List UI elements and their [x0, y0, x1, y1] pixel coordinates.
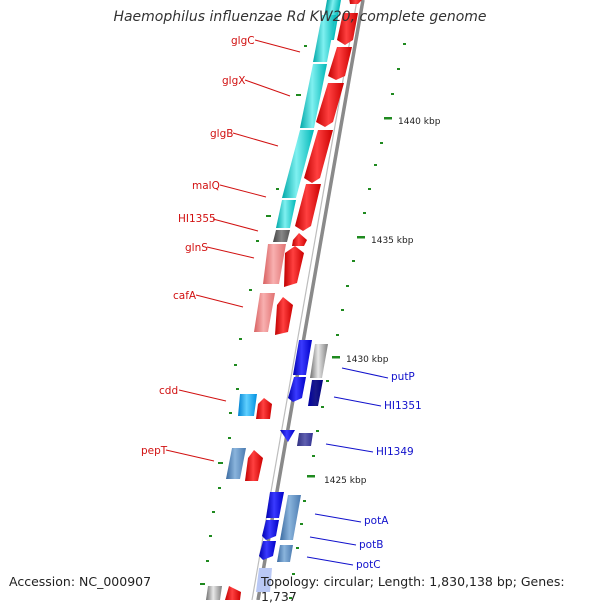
cds-lane-left	[206, 15, 336, 600]
kbp-marker-1425: 1425 kbp	[307, 475, 367, 486]
kbp-marker-1435: 1435 kbp	[357, 236, 414, 246]
gene-arrow-1	[337, 13, 358, 45]
gene-arrow-HI1349a	[280, 430, 295, 442]
label-cdd: cdd	[159, 385, 178, 397]
label-glgX: glgX	[222, 75, 245, 87]
label-potC: potC	[356, 559, 381, 571]
gene-arrow-top-red	[349, 0, 362, 4]
gene-block-malQ	[276, 200, 296, 228]
kbp-label-1440: 1440 kbp	[398, 117, 441, 127]
gene-block-potC-steel	[277, 545, 293, 562]
label-glgC: glgC	[231, 35, 255, 47]
gene-arrow-2	[328, 47, 352, 80]
gene-block-glgB	[282, 130, 314, 198]
map-title: Haemophilus influenzae Rd KW20, complete…	[113, 9, 487, 25]
minor-ticks	[200, 43, 406, 599]
gene-arrow-5	[295, 184, 321, 231]
gene-block-HI1355	[273, 230, 290, 242]
gene-block-pepT	[226, 448, 246, 479]
label-potB: potB	[359, 539, 383, 551]
gene-block-HI1349	[297, 433, 313, 446]
blue-lane	[256, 340, 328, 592]
left-gene-labels	[165, 39, 301, 462]
kbp-marker-1440: 1440 kbp	[384, 117, 441, 127]
gene-block-potA-blue	[266, 492, 284, 518]
label-HI1349: HI1349	[376, 446, 414, 458]
kbp-label-1435: 1435 kbp	[371, 236, 414, 246]
kbp-label-1430: 1430 kbp	[346, 355, 389, 365]
gene-block-cdd	[238, 394, 257, 416]
label-glnS: glnS	[185, 242, 208, 254]
gene-block-putP-blue	[293, 340, 312, 375]
gene-block-bottom-gray	[206, 586, 222, 600]
gene-block-glnS	[263, 244, 286, 284]
label-putP: putP	[391, 371, 415, 383]
gene-block-putP-gray	[310, 344, 328, 378]
label-HI1351: HI1351	[384, 400, 422, 412]
gene-arrow-3	[316, 83, 344, 127]
gene-block-potA-steel	[280, 495, 301, 540]
gene-block-bottom-lightblue	[256, 568, 272, 592]
label-pepT: pepT	[141, 445, 168, 457]
gene-arrow-6	[292, 233, 307, 246]
gene-block-HI1351-navy	[308, 380, 323, 406]
gene-arrow-8	[275, 297, 293, 335]
label-malQ: malQ	[192, 180, 220, 192]
gene-arrow-4	[304, 130, 333, 183]
kbp-marker-1430: 1430 kbp	[332, 355, 389, 365]
label-cafA: cafA	[173, 290, 197, 302]
label-glgB: glgB	[210, 128, 233, 140]
label-potA: potA	[364, 515, 389, 527]
label-HI1355: HI1355	[178, 213, 216, 225]
red-arrow-lane	[225, 13, 358, 600]
gene-arrow-HI1351	[288, 377, 306, 402]
gene-block-cafA	[254, 293, 275, 332]
gene-arrow-potB	[262, 520, 279, 540]
gene-block-glgX	[300, 64, 327, 128]
gene-arrow-11	[225, 586, 241, 600]
kbp-label-1425: 1425 kbp	[324, 476, 367, 486]
gene-arrow-potC	[259, 541, 276, 560]
gene-arrow-10	[245, 450, 263, 481]
gene-arrow-9	[256, 398, 272, 419]
gene-block-glgC	[313, 15, 336, 62]
accession-text: Accession: NC_000907	[9, 574, 152, 589]
gene-arrow-7	[284, 246, 304, 287]
right-gene-labels	[306, 367, 389, 566]
